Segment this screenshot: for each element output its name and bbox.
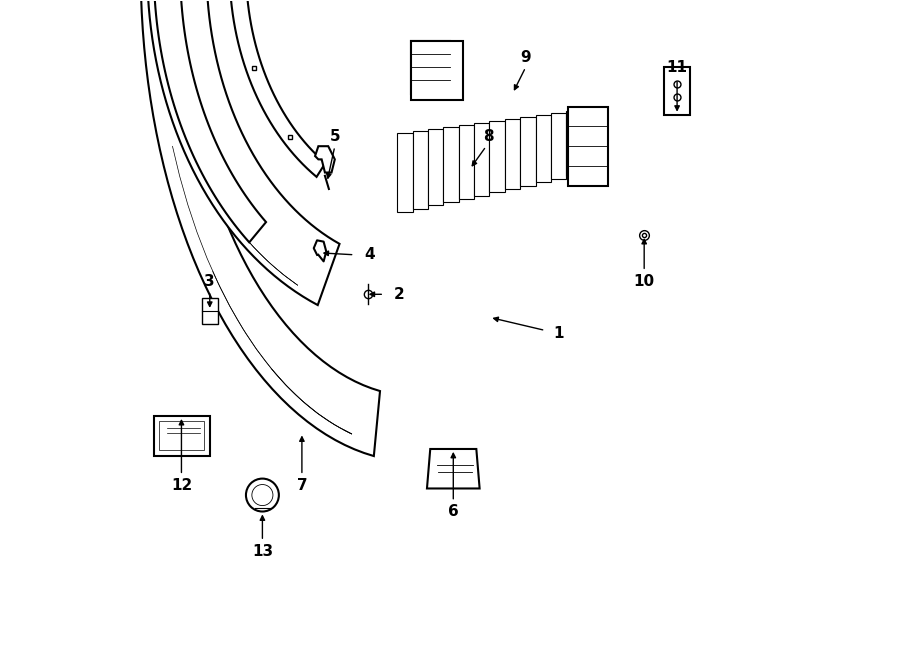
Text: 1: 1 <box>554 327 564 341</box>
Text: 11: 11 <box>667 59 688 75</box>
Bar <box>664 67 690 114</box>
Text: 10: 10 <box>634 274 654 289</box>
Polygon shape <box>490 121 505 192</box>
Bar <box>159 420 203 449</box>
Text: 8: 8 <box>483 129 493 144</box>
Polygon shape <box>230 0 326 177</box>
Polygon shape <box>154 0 266 243</box>
Polygon shape <box>410 41 464 100</box>
Polygon shape <box>410 41 450 94</box>
Bar <box>202 297 218 324</box>
Text: 5: 5 <box>329 129 340 144</box>
Polygon shape <box>505 119 520 189</box>
Text: 12: 12 <box>171 478 192 492</box>
Text: 6: 6 <box>448 504 459 519</box>
Circle shape <box>246 479 279 512</box>
Polygon shape <box>413 131 428 209</box>
Polygon shape <box>520 117 536 186</box>
Polygon shape <box>551 113 566 179</box>
Text: 9: 9 <box>520 50 531 65</box>
Polygon shape <box>459 125 474 199</box>
Polygon shape <box>427 449 480 488</box>
Polygon shape <box>569 106 608 186</box>
Text: 7: 7 <box>297 478 307 492</box>
Polygon shape <box>428 129 444 206</box>
Polygon shape <box>140 0 380 456</box>
Text: 4: 4 <box>364 247 375 262</box>
Polygon shape <box>397 133 413 212</box>
Bar <box>154 416 210 455</box>
Text: 13: 13 <box>252 543 273 559</box>
Text: 3: 3 <box>204 274 215 289</box>
Text: 2: 2 <box>394 287 405 302</box>
Polygon shape <box>315 146 335 173</box>
Polygon shape <box>444 127 459 202</box>
Polygon shape <box>148 0 339 305</box>
Polygon shape <box>566 111 581 176</box>
Polygon shape <box>536 115 551 182</box>
Polygon shape <box>474 123 490 196</box>
Circle shape <box>252 485 273 506</box>
